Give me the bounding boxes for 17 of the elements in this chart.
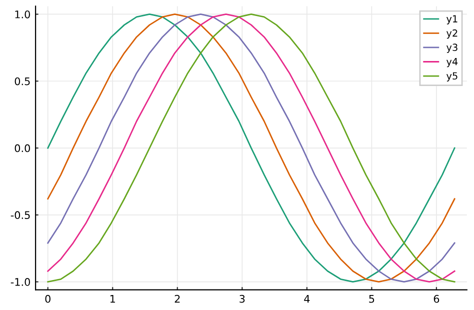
legend-label: y2 <box>446 29 458 39</box>
x-tick-label: 0 <box>45 294 50 303</box>
y-tick-label: 1.0 <box>15 10 30 18</box>
y-tick-label: 0.5 <box>14 77 30 86</box>
x-tick-label: 5 <box>369 295 374 303</box>
x-tick-label: 3 <box>240 294 245 303</box>
y-tick-label: -1.0 <box>10 278 30 286</box>
x-tick-label: 1 <box>110 295 115 303</box>
legend-label: y4 <box>446 58 458 68</box>
y-tick-label: -0.5 <box>10 211 30 220</box>
legend-label: y1 <box>446 15 458 24</box>
x-tick-label: 4 <box>304 295 310 303</box>
x-tick-label: 6 <box>434 294 440 303</box>
x-tick-label: 2 <box>174 294 180 303</box>
y-tick-label: 0.0 <box>14 144 30 152</box>
legend-label: y5 <box>446 72 458 82</box>
legend-label: y3 <box>446 44 458 53</box>
